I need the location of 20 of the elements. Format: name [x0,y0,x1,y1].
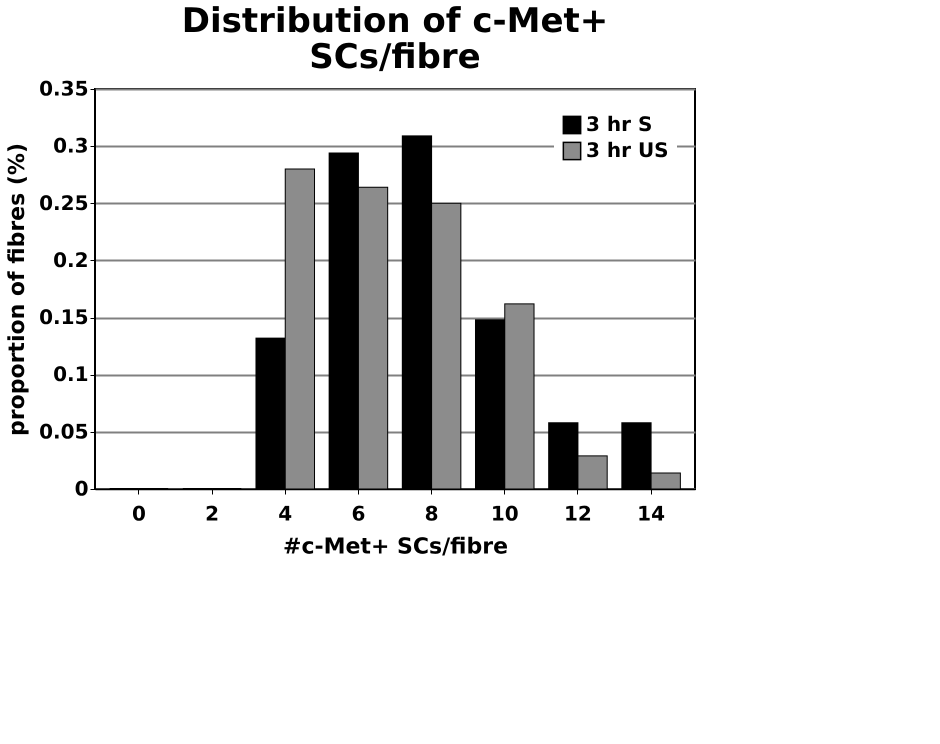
y-axis-title: proportion of fibres (%) [5,143,30,436]
x-tick-label: 2 [205,502,220,526]
x-tick-label: 10 [490,502,519,526]
y-tick-label: 0.2 [53,248,88,272]
x-tick-label: 6 [351,502,366,526]
y-tick-label: 0.35 [39,76,88,100]
y-tick-label: 0.3 [53,134,88,158]
x-tick-label: 4 [278,502,292,526]
y-tick-label: 0 [74,476,88,500]
x-tick-label: 14 [637,502,666,526]
y-tick-label: 0.1 [53,362,88,386]
legend-label: 3 hr US [586,138,669,162]
legend-label: 3 hr S [586,112,652,136]
x-tick-label: 12 [564,502,592,526]
y-tick-label: 0.05 [39,419,88,444]
x-tick-label: 8 [424,502,439,526]
y-tick-label: 0.15 [39,305,88,330]
y-tick-label: 0.25 [39,190,88,215]
x-axis-title: #c-Met+ SCs/fibre [283,534,508,560]
x-tick-label: 0 [132,502,146,526]
